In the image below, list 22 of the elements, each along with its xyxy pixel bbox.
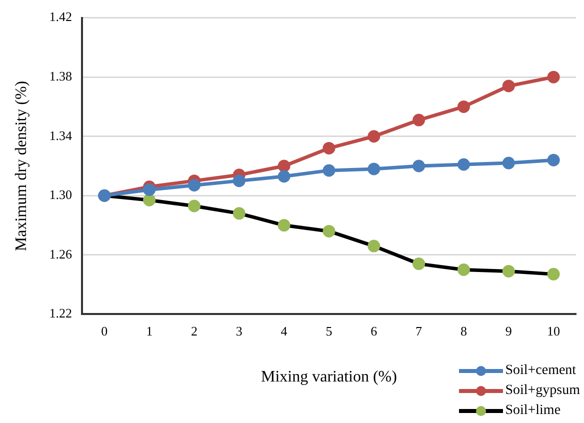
y-tick-label: 1.26 [49, 246, 72, 262]
legend-label: Soil+gypsum [505, 382, 580, 400]
legend-label: Soil+cement [505, 362, 576, 380]
y-tick-label: 1.30 [49, 187, 72, 202]
x-tick-label: 5 [326, 323, 332, 338]
x-tick-label: 6 [370, 323, 378, 338]
x-tick-label: 1 [146, 323, 153, 338]
x-tick-label: 10 [547, 323, 560, 338]
y-tick-label: 1.38 [49, 68, 72, 84]
x-tick-label: 7 [416, 323, 423, 338]
x-tick-label: 0 [101, 323, 108, 338]
x-tick-label: 2 [190, 323, 198, 338]
x-tick-label: 3 [236, 323, 242, 338]
x-tick-label: 4 [280, 323, 288, 338]
legend-label: Soil+lime [505, 402, 561, 420]
y-tick-label: 1.22 [49, 306, 72, 321]
y-tick-label: 1.42 [49, 9, 72, 24]
x-tick-label: 8 [460, 323, 467, 338]
x-tick-label: 9 [505, 323, 512, 338]
x-axis-title: Mixing variation (%) [260, 368, 397, 386]
y-axis-title: Maximum dry density (%) [12, 80, 30, 252]
y-tick-label: 1.34 [49, 128, 72, 143]
